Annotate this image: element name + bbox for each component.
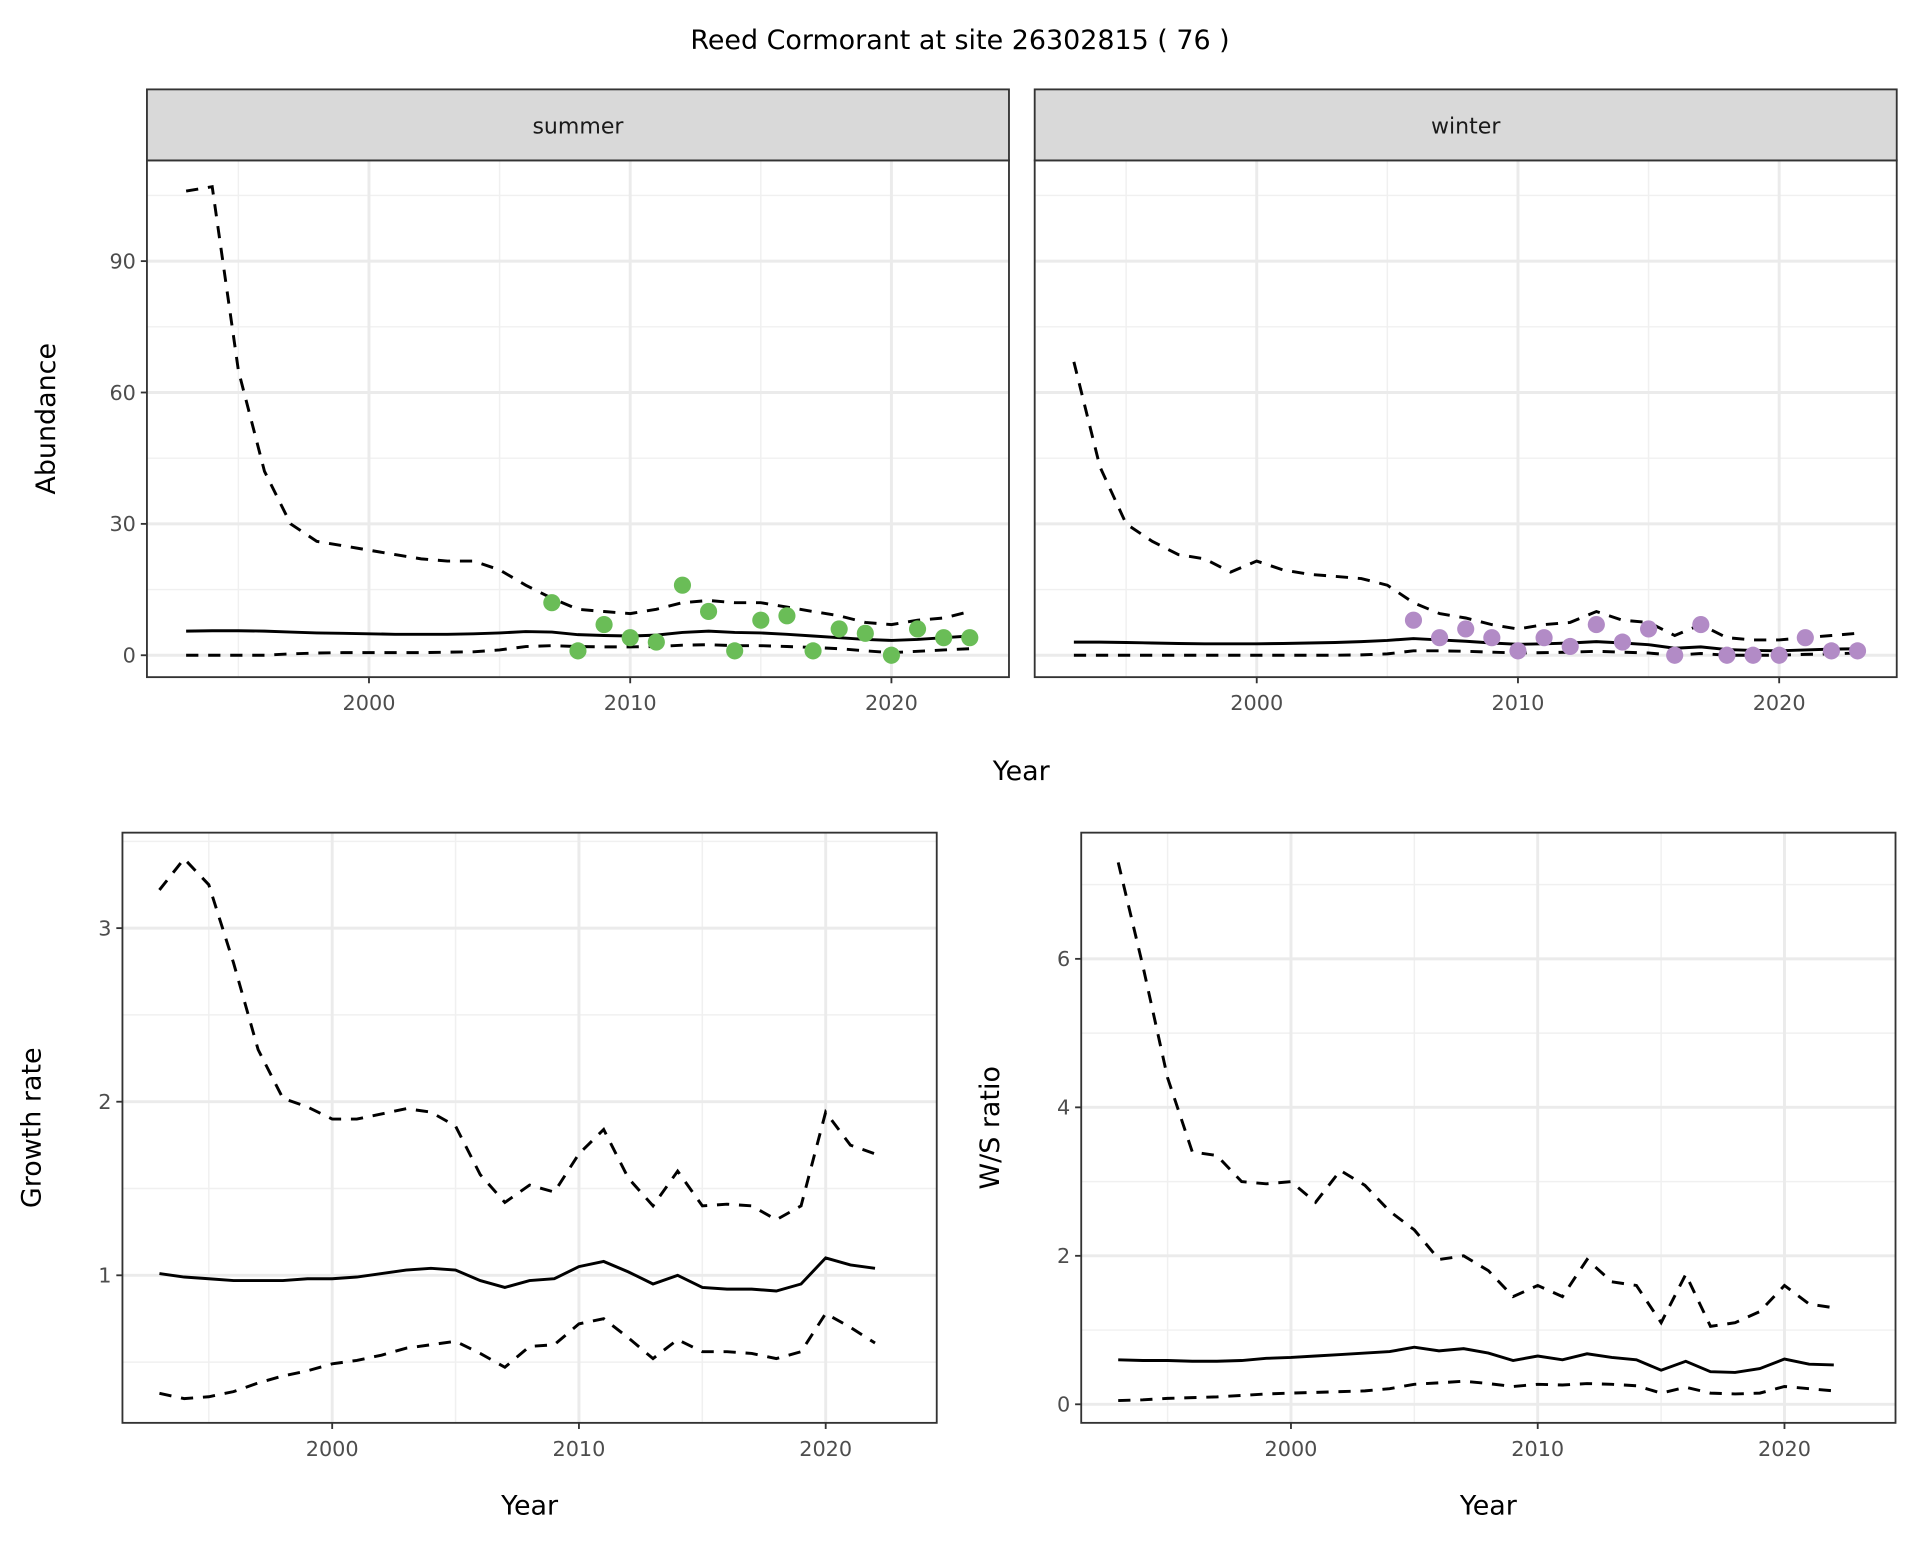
data-point xyxy=(1561,637,1579,656)
upper-ci-line xyxy=(158,856,876,1222)
facet-strip xyxy=(146,88,1010,162)
data-point xyxy=(1692,616,1710,634)
x-tick-label: 2010 xyxy=(604,691,657,715)
x-tick-label: 2000 xyxy=(1230,691,1283,715)
data-point xyxy=(1822,642,1840,660)
x-tick-label: 2020 xyxy=(799,1437,852,1461)
x-tick-label: 2020 xyxy=(865,691,918,715)
x-axis-title: Year xyxy=(1459,1491,1518,1522)
data-point xyxy=(595,616,613,634)
y-tick-label: 6 xyxy=(1057,947,1070,971)
data-point xyxy=(1483,629,1501,647)
lower-ci-line xyxy=(1118,1379,1834,1403)
data-point xyxy=(1613,633,1632,651)
data-point xyxy=(882,646,900,664)
panel-summer: summer 2000 2010 2020 0 30 60 90 xyxy=(109,88,1010,715)
data-point xyxy=(778,607,796,625)
data-point xyxy=(621,629,639,647)
y-axis-title: Growth rate xyxy=(16,1047,47,1208)
y-tick-label: 1 xyxy=(98,1264,111,1288)
y-tick-label: 0 xyxy=(123,644,136,668)
facet-label: summer xyxy=(532,114,624,139)
data-point xyxy=(1796,629,1814,647)
data-point xyxy=(1718,646,1736,664)
data-point xyxy=(1404,611,1423,629)
data-point xyxy=(700,602,718,621)
data-point xyxy=(1535,629,1553,647)
panel-border xyxy=(1080,831,1897,1424)
chart-title: Reed Cormorant at site 26302815 ( 76 ) xyxy=(690,25,1229,56)
facet-label: winter xyxy=(1431,114,1501,139)
x-tick-label: 2010 xyxy=(1491,691,1544,715)
y-tick-label: 60 xyxy=(109,381,135,405)
data-point xyxy=(830,620,848,638)
panel-winter: winter 2000 2010 2020 xyxy=(1033,88,1898,715)
estimate-line xyxy=(186,629,970,642)
data-point xyxy=(647,633,665,651)
data-point xyxy=(752,611,770,629)
lower-ci-line xyxy=(159,1311,876,1401)
estimate-line xyxy=(1118,1345,1834,1374)
data-point xyxy=(673,576,692,594)
upper-ci-line xyxy=(1072,361,1858,642)
y-tick-label: 90 xyxy=(109,249,135,273)
data-point xyxy=(726,642,744,660)
x-tick-label: 2000 xyxy=(306,1437,359,1461)
y-axis-title: Abundance xyxy=(31,343,62,495)
x-tick-label: 2020 xyxy=(1753,691,1806,715)
plot-background xyxy=(1034,160,1897,678)
x-tick-label: 2000 xyxy=(1264,1437,1317,1461)
y-tick-label: 2 xyxy=(1057,1244,1070,1268)
data-point xyxy=(908,620,927,638)
x-tick-label: 2010 xyxy=(1511,1437,1564,1461)
upper-ci-line xyxy=(1116,862,1835,1328)
data-point xyxy=(1848,642,1867,660)
data-point xyxy=(961,629,979,647)
plot-background xyxy=(146,160,1009,678)
estimate-line xyxy=(159,1256,876,1293)
y-tick-label: 3 xyxy=(98,916,111,940)
plot-background xyxy=(1081,832,1896,1423)
x-tick-label: 2000 xyxy=(343,691,396,715)
data-point xyxy=(1587,616,1605,634)
data-point xyxy=(804,642,822,660)
panel-growth: 2000 2010 2020 1 2 3 Year Growth rate xyxy=(16,831,938,1522)
data-point xyxy=(856,624,874,642)
data-point xyxy=(1431,629,1449,647)
y-tick-label: 4 xyxy=(1057,1096,1070,1120)
y-tick-label: 0 xyxy=(1057,1393,1070,1417)
data-point xyxy=(1770,646,1788,664)
y-tick-label: 2 xyxy=(98,1090,111,1114)
data-point xyxy=(1509,642,1527,660)
x-tick-label: 2020 xyxy=(1758,1437,1811,1461)
data-point xyxy=(569,642,587,660)
data-point xyxy=(935,629,953,647)
x-axis-title: Year xyxy=(500,1491,559,1522)
x-axis-title: Year xyxy=(992,756,1051,787)
data-point xyxy=(1744,646,1762,664)
plot-background xyxy=(122,832,937,1423)
upper-ci-line xyxy=(185,185,971,627)
panel-border xyxy=(121,831,938,1424)
data-point xyxy=(1457,620,1475,638)
y-axis-title: W/S ratio xyxy=(975,1066,1006,1189)
panel-ws_ratio: 2000 2010 2020 0 2 4 6 Year W/S ratio xyxy=(975,831,1897,1522)
data-point xyxy=(1640,620,1658,638)
x-tick-label: 2010 xyxy=(552,1437,605,1461)
facet-strip xyxy=(1033,88,1898,162)
data-point xyxy=(1666,646,1684,664)
y-tick-label: 30 xyxy=(109,512,135,536)
data-point xyxy=(543,594,561,612)
